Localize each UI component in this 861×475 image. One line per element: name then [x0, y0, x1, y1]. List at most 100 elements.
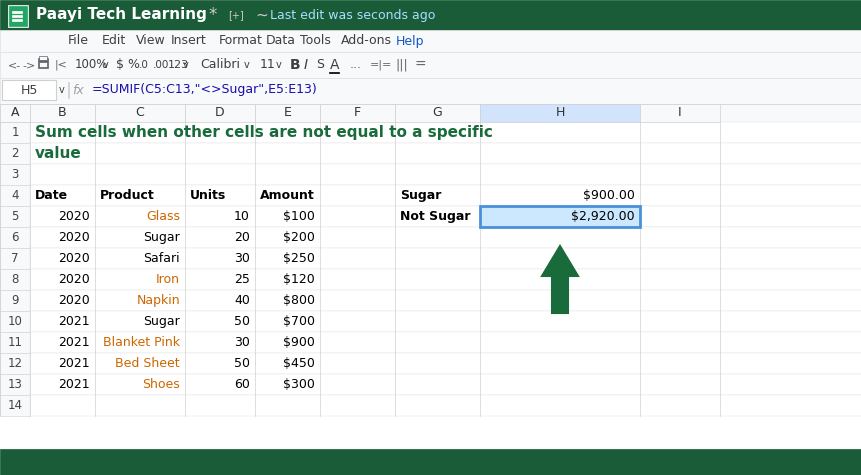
Text: fx: fx: [72, 84, 84, 96]
Bar: [9, 6, 27, 26]
Bar: [39, 56, 47, 60]
Text: v: v: [276, 60, 282, 70]
Bar: [0, 52, 861, 78]
Text: =|=: =|=: [369, 60, 392, 70]
Bar: [68, 82, 69, 98]
Text: H: H: [554, 106, 564, 120]
Bar: [480, 104, 639, 122]
Text: 14: 14: [8, 399, 22, 412]
Text: ...: ...: [350, 58, 362, 72]
Text: 2021: 2021: [59, 336, 90, 349]
Text: 60: 60: [234, 378, 250, 391]
Text: 25: 25: [234, 273, 250, 286]
Text: 10: 10: [234, 210, 250, 223]
Text: Date: Date: [35, 189, 68, 202]
Text: C: C: [135, 106, 144, 120]
FancyArrow shape: [542, 246, 578, 313]
Text: 50: 50: [233, 357, 250, 370]
Text: 1: 1: [11, 126, 19, 139]
Text: 7: 7: [11, 252, 19, 265]
Bar: [30, 353, 861, 374]
Text: $250: $250: [282, 252, 314, 265]
Bar: [30, 311, 861, 332]
Text: 30: 30: [234, 252, 250, 265]
Bar: [0, 143, 30, 164]
Text: Data: Data: [266, 35, 296, 48]
Text: Sugar: Sugar: [143, 231, 180, 244]
Text: 11: 11: [260, 58, 276, 72]
Text: Shoes: Shoes: [142, 378, 180, 391]
Text: [+]: [+]: [228, 10, 244, 20]
Bar: [30, 248, 861, 269]
Bar: [0, 122, 30, 143]
Text: Edit: Edit: [102, 35, 127, 48]
Text: 2020: 2020: [59, 294, 90, 307]
Text: Sugar: Sugar: [400, 189, 441, 202]
Text: 11: 11: [8, 336, 22, 349]
Bar: [30, 143, 861, 164]
Text: 2020: 2020: [59, 273, 90, 286]
Text: 50: 50: [233, 315, 250, 328]
Bar: [8, 5, 28, 27]
Text: S: S: [316, 58, 324, 72]
Text: $100: $100: [282, 210, 314, 223]
Text: Safari: Safari: [143, 252, 180, 265]
Bar: [0, 290, 30, 311]
Text: $900.00: $900.00: [582, 189, 635, 202]
Bar: [0, 332, 30, 353]
Text: 2: 2: [11, 147, 19, 160]
Text: v: v: [183, 60, 189, 70]
Text: Tools: Tools: [300, 35, 331, 48]
Text: 8: 8: [11, 273, 19, 286]
Bar: [30, 164, 861, 185]
Bar: [319, 104, 394, 122]
Text: A: A: [10, 106, 19, 120]
Text: 100%: 100%: [75, 58, 108, 72]
Text: .00: .00: [152, 60, 169, 70]
Text: value: value: [35, 146, 82, 161]
Bar: [30, 227, 861, 248]
Bar: [30, 122, 861, 143]
Text: Product: Product: [100, 189, 155, 202]
Bar: [0, 449, 861, 475]
Bar: [0, 353, 30, 374]
Text: 2021: 2021: [59, 357, 90, 370]
Text: 2020: 2020: [59, 210, 90, 223]
Bar: [394, 104, 480, 122]
Bar: [30, 395, 861, 416]
Text: $: $: [116, 58, 124, 72]
Text: 12: 12: [8, 357, 22, 370]
Text: G: G: [432, 106, 442, 120]
Bar: [2, 80, 56, 100]
Bar: [0, 30, 861, 52]
Text: $2,920.00: $2,920.00: [571, 210, 635, 223]
Text: *: *: [208, 6, 216, 24]
Text: 5: 5: [11, 210, 19, 223]
Text: Calibri: Calibri: [200, 58, 239, 72]
Text: D: D: [215, 106, 225, 120]
Text: Paayi.com Tech Learning: Paayi.com Tech Learning: [325, 455, 536, 469]
Text: I: I: [304, 58, 307, 72]
Text: 6: 6: [11, 231, 19, 244]
Text: 123: 123: [168, 60, 189, 70]
Text: Glass: Glass: [146, 210, 180, 223]
Text: View: View: [136, 35, 166, 48]
Text: Bed Sheet: Bed Sheet: [115, 357, 180, 370]
Bar: [185, 104, 255, 122]
Bar: [0, 374, 30, 395]
Bar: [639, 104, 719, 122]
Text: E: E: [283, 106, 291, 120]
Bar: [329, 72, 338, 73]
Bar: [0, 395, 30, 416]
Bar: [30, 269, 861, 290]
Bar: [30, 290, 861, 311]
Bar: [480, 206, 639, 227]
Text: $300: $300: [282, 378, 314, 391]
Text: Sugar: Sugar: [143, 315, 180, 328]
Text: .0: .0: [139, 60, 149, 70]
Text: Iron: Iron: [156, 273, 180, 286]
Text: 4: 4: [11, 189, 19, 202]
Text: 3: 3: [11, 168, 19, 181]
Text: 10: 10: [8, 315, 22, 328]
Bar: [0, 164, 30, 185]
